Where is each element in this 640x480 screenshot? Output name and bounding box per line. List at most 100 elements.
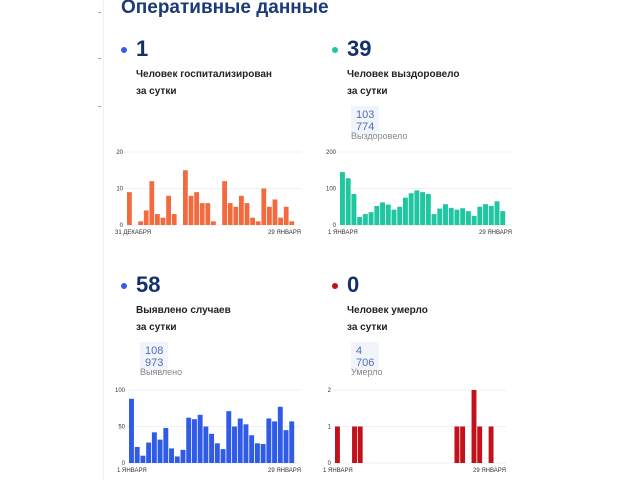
x-end-label: 29 ЯНВАРЯ <box>268 468 301 474</box>
card-label: Человек умерло за сутки <box>347 305 428 333</box>
bar <box>149 181 155 225</box>
bar <box>414 190 420 225</box>
bar <box>500 211 506 225</box>
bar <box>199 203 205 225</box>
y-tick-label: 1 <box>328 425 332 431</box>
bar <box>471 215 477 225</box>
page-title: Оперативные данные <box>121 0 329 18</box>
card-value: 1 <box>136 36 149 61</box>
card-value: 0 <box>347 272 360 297</box>
bar <box>352 426 357 463</box>
bar <box>289 221 295 225</box>
bar <box>183 170 188 225</box>
bar <box>380 202 385 225</box>
bar <box>385 204 391 225</box>
bar <box>272 199 278 225</box>
bar <box>222 181 227 225</box>
bar <box>374 206 380 225</box>
bar <box>140 455 146 463</box>
bar <box>191 419 197 463</box>
bar <box>211 221 216 225</box>
bar <box>134 446 140 463</box>
bar <box>277 406 283 463</box>
y-tick-label: 0 <box>328 461 332 467</box>
bar <box>477 426 483 463</box>
bar <box>151 432 157 463</box>
bar <box>244 203 250 225</box>
y-tick-label: 0 <box>120 223 124 229</box>
bar <box>397 206 403 225</box>
chart-hospitalized: 0 10 20 31 ДЕКАБРЯ 29 ЯНВАРЯ <box>115 150 301 236</box>
y-tick-label: 0 <box>122 461 126 467</box>
card-label: Человек выздоровело за сутки <box>347 69 460 97</box>
bar <box>454 426 460 463</box>
x-start-label: 1 ЯНВАРЯ <box>117 468 147 474</box>
scroll-tick <box>98 106 101 107</box>
bar <box>249 435 255 463</box>
bar <box>250 217 255 225</box>
bar <box>174 456 180 463</box>
y-tick-label: 100 <box>115 388 126 394</box>
bar <box>437 208 443 225</box>
y-tick-label: 20 <box>116 150 123 156</box>
bar <box>188 195 194 225</box>
y-tick-label: 10 <box>116 187 123 193</box>
card-total: 4 706 <box>351 342 380 372</box>
card-value: 39 <box>347 36 372 61</box>
bar <box>260 444 266 463</box>
chart-deaths: 0 1 2 1 ЯНВАРЯ 29 ЯНВАРЯ <box>323 388 506 474</box>
y-tick-label: 0 <box>333 223 337 229</box>
bar <box>226 411 232 463</box>
bar <box>272 421 278 463</box>
bar <box>408 193 414 225</box>
bar <box>169 448 174 463</box>
bar <box>368 212 374 225</box>
bar <box>157 439 163 463</box>
bar <box>488 426 494 463</box>
x-start-label: 1 ЯНВАРЯ <box>323 468 353 474</box>
x-start-label: 31 ДЕКАБРЯ <box>115 230 151 236</box>
bar <box>335 426 340 463</box>
card-total-label: Выздоровело <box>351 131 408 141</box>
bar <box>460 208 466 225</box>
bullet-dot-icon <box>332 47 338 53</box>
bar <box>477 206 483 225</box>
bar <box>220 449 226 463</box>
bar <box>155 214 160 225</box>
bar <box>255 221 261 225</box>
bar <box>261 188 267 225</box>
bar <box>237 418 243 463</box>
bar <box>351 193 357 225</box>
bar <box>454 209 460 225</box>
bar <box>289 421 295 463</box>
card-total: 103 774 <box>351 106 380 136</box>
y-tick-label: 50 <box>118 425 125 431</box>
bar <box>203 426 209 463</box>
scroll-tick <box>98 12 101 13</box>
bar <box>266 418 272 463</box>
bar <box>340 172 345 225</box>
bar <box>166 195 171 225</box>
bar <box>171 214 177 225</box>
bar <box>205 203 211 225</box>
y-tick-label: 100 <box>326 187 337 193</box>
bar <box>471 390 477 463</box>
bar <box>402 197 408 225</box>
x-end-label: 29 ЯНВАРЯ <box>268 230 301 236</box>
bar <box>180 449 186 463</box>
bullet-dot-icon <box>121 47 127 53</box>
bar <box>254 443 260 463</box>
bar <box>146 442 152 463</box>
bar <box>362 214 368 225</box>
bullet-dot-icon <box>121 283 127 289</box>
card-label: Человек госпитализирован за сутки <box>136 69 272 97</box>
chart-recovered: 0 100 200 1 ЯНВАРЯ 29 ЯНВАРЯ <box>326 150 512 236</box>
bar <box>209 433 215 463</box>
bar <box>431 214 437 225</box>
bar <box>197 414 203 463</box>
bar <box>267 206 272 225</box>
x-start-label: 1 ЯНВАРЯ <box>328 230 358 236</box>
y-tick-label: 2 <box>328 388 332 394</box>
bar <box>488 206 494 225</box>
bar <box>143 210 149 225</box>
